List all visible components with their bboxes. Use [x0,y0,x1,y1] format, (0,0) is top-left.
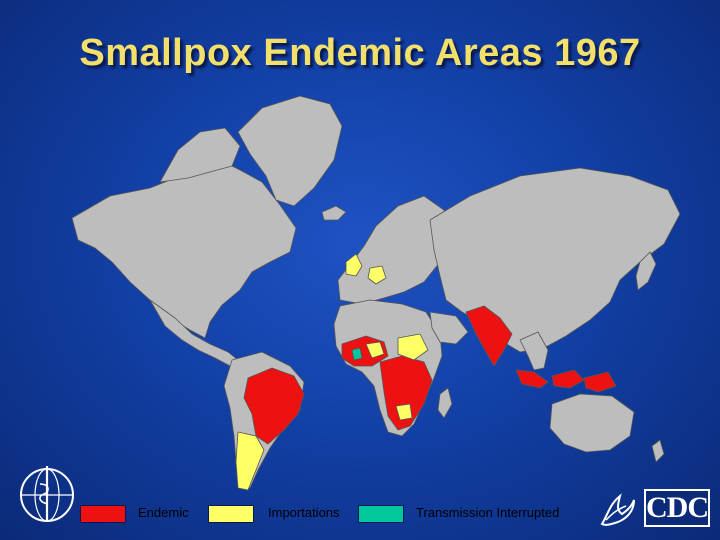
legend-swatch-transmission-interrupted [358,505,404,523]
legend-label-transmission-interrupted: Transmission Interrupted [416,505,560,520]
who-emblem-icon [14,462,80,533]
arctic-islands-landmass [159,127,241,183]
australia-landmass [549,393,635,453]
iceland-landmass [321,205,347,221]
germany-importation-region [367,265,387,285]
map-title: Smallpox Endemic Areas 1967 [79,32,641,74]
legend-swatch-importations [208,505,254,523]
north-america-landmass [71,159,297,339]
uk-importation-region [345,253,363,277]
cdc-logo: CDC [644,489,710,527]
brazil-endemic-region [243,367,305,445]
asia-landmass [429,167,681,353]
argentina-importation-region [235,431,265,491]
legend-swatch-endemic [80,505,126,523]
nigeria-importation-region [365,341,385,359]
india-endemic-region [465,305,513,367]
sudan-importation-region [397,333,429,361]
legend-label-endemic: Endemic [138,505,189,520]
japan-landmass [635,251,657,291]
arabia-landmass [429,311,469,345]
madagascar-landmass [437,387,453,419]
new-zealand-landmass [651,439,665,463]
ghana-transmission-interrupted-region [351,347,363,361]
southeast-asia-landmass [519,331,549,371]
hhs-eagle-icon [596,490,638,535]
greenland-landmass [237,95,343,207]
europe-landmass [337,195,451,305]
south-africa-importation-region [395,403,413,421]
legend-label-importations: Importations [268,505,340,520]
indonesia-endemic-region [515,369,617,393]
